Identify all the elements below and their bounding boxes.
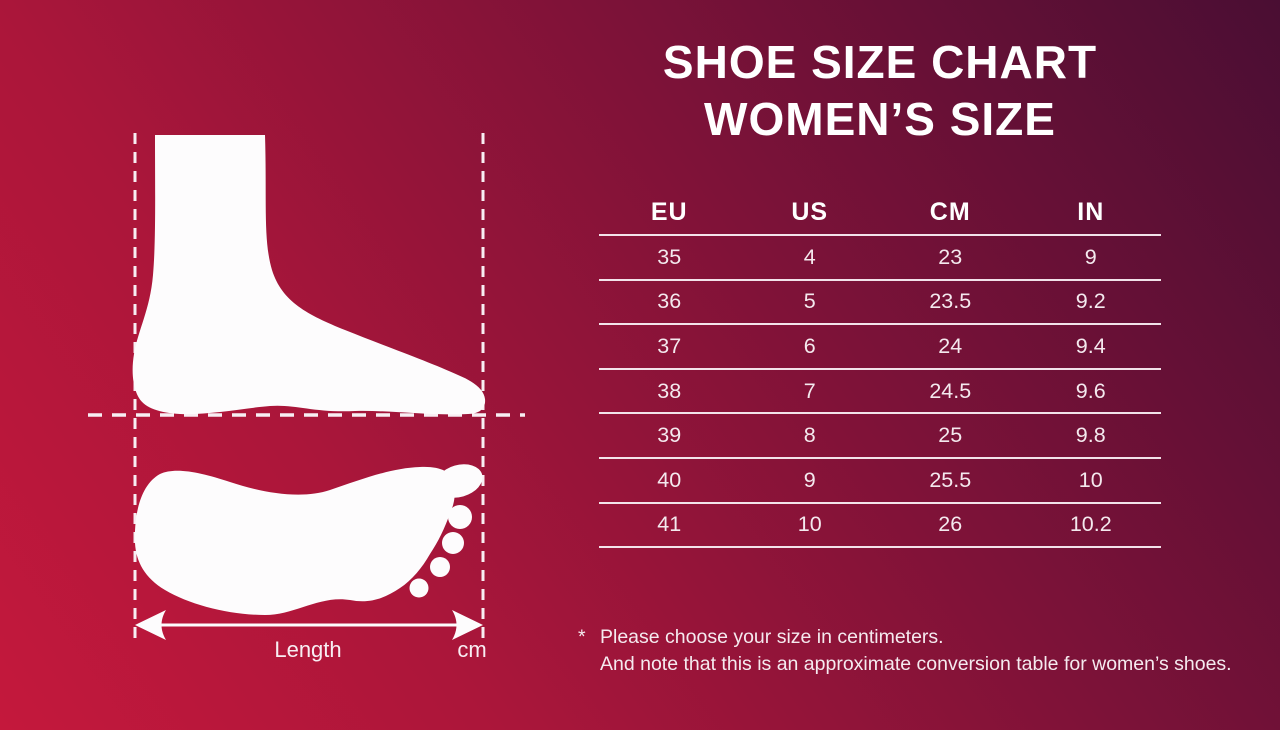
foot-side-silhouette-icon bbox=[132, 135, 486, 415]
page-title-line1: SHOE SIZE CHART bbox=[662, 36, 1098, 88]
size-table-body: 35 4 23 9 36 5 23.5 9.2 37 6 24 9.4 38 7 24.5 9.6 39 8 25 9… bbox=[599, 236, 1161, 549]
table-cell: 25 bbox=[938, 423, 963, 448]
column-header-us: US bbox=[791, 197, 829, 226]
table-row: 35 4 23 9 bbox=[599, 236, 1161, 281]
unit-label: cm bbox=[457, 637, 486, 662]
size-table-header: EU US CM IN bbox=[599, 190, 1161, 236]
footnote-text: Please choose your size in centimeters. … bbox=[600, 624, 1232, 678]
table-row: 38 7 24.5 9.6 bbox=[599, 370, 1161, 415]
page-title: SHOE SIZE CHART WOMEN’S SIZE bbox=[560, 34, 1200, 148]
foot-measurement-diagram: Length cm bbox=[88, 133, 525, 662]
footprint-silhouette-icon bbox=[134, 464, 483, 615]
table-row: 41 10 26 10.2 bbox=[599, 504, 1161, 549]
table-cell: 23 bbox=[938, 244, 963, 269]
table-cell: 7 bbox=[803, 378, 816, 403]
table-cell: 5 bbox=[803, 289, 816, 314]
column-header-cm: CM bbox=[929, 197, 971, 226]
table-row: 37 6 24 9.4 bbox=[599, 325, 1161, 370]
table-cell: 10 bbox=[1078, 467, 1103, 492]
table-cell: 23.5 bbox=[929, 289, 972, 314]
footnote: * Please choose your size in centimeters… bbox=[578, 624, 1258, 678]
column-header-in: IN bbox=[1077, 197, 1105, 226]
table-cell: 38 bbox=[657, 378, 682, 403]
table-cell: 10.2 bbox=[1069, 512, 1112, 537]
table-cell: 9.2 bbox=[1075, 289, 1106, 314]
table-cell: 9.6 bbox=[1075, 378, 1106, 403]
table-cell: 40 bbox=[657, 467, 682, 492]
length-label: Length bbox=[274, 637, 341, 662]
table-cell: 4 bbox=[803, 244, 816, 269]
page-title-line2: WOMEN’S SIZE bbox=[704, 93, 1056, 145]
table-cell: 25.5 bbox=[929, 467, 972, 492]
table-cell: 10 bbox=[797, 512, 822, 537]
size-table: EU US CM IN 35 4 23 9 36 5 23.5 9.2 37 6 24 9.4 38 7 24.5… bbox=[599, 190, 1161, 549]
table-row: 39 8 25 9.8 bbox=[599, 414, 1161, 459]
table-cell: 9.4 bbox=[1075, 333, 1106, 358]
table-cell: 24.5 bbox=[929, 378, 972, 403]
table-cell: 41 bbox=[657, 512, 682, 537]
table-cell: 9 bbox=[1084, 244, 1097, 269]
table-cell: 9 bbox=[803, 467, 816, 492]
table-cell: 39 bbox=[657, 423, 682, 448]
column-header-eu: EU bbox=[650, 197, 688, 226]
table-cell: 8 bbox=[803, 423, 816, 448]
table-cell: 9.8 bbox=[1075, 423, 1106, 448]
table-row: 36 5 23.5 9.2 bbox=[599, 281, 1161, 326]
footnote-line1: Please choose your size in centimeters. bbox=[600, 626, 944, 648]
table-row: 40 9 25.5 10 bbox=[599, 459, 1161, 504]
footnote-marker: * bbox=[578, 626, 586, 648]
table-cell: 6 bbox=[803, 333, 816, 358]
length-arrow bbox=[135, 610, 483, 640]
table-cell: 26 bbox=[938, 512, 963, 537]
table-cell: 37 bbox=[657, 333, 682, 358]
table-cell: 24 bbox=[938, 333, 963, 358]
table-cell: 36 bbox=[657, 289, 682, 314]
table-cell: 35 bbox=[657, 244, 682, 269]
footnote-line2: And note that this is an approximate con… bbox=[600, 653, 1232, 675]
